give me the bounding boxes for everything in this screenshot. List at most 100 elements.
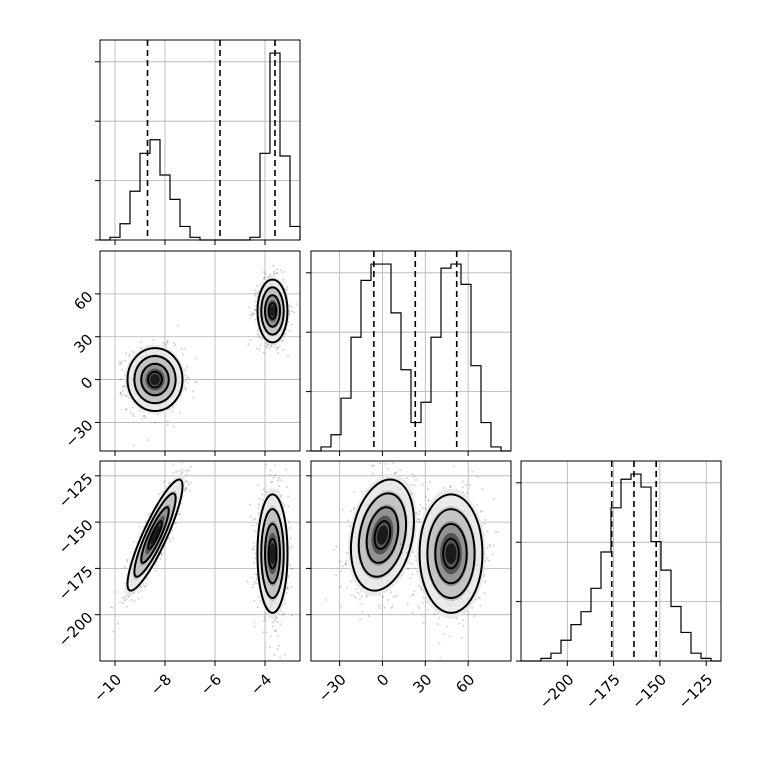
contour-cluster-1-1 — [264, 522, 281, 585]
sample-point — [262, 488, 265, 491]
sample-point — [172, 341, 175, 344]
sample-point — [288, 563, 291, 566]
sample-point — [285, 485, 288, 488]
sample-point — [353, 507, 356, 510]
sample-point — [291, 545, 294, 548]
sample-point — [335, 545, 338, 548]
sample-point — [204, 417, 206, 419]
sample-point — [140, 585, 143, 588]
sample-point — [382, 596, 385, 599]
scatter-panel-2-1 — [306, 453, 512, 666]
sample-point — [118, 363, 121, 366]
sample-point — [275, 348, 278, 351]
sample-point — [185, 479, 188, 482]
sample-point — [415, 478, 418, 481]
contour-cluster-0-3 — [350, 478, 415, 592]
sample-point — [461, 480, 464, 483]
sample-point — [417, 513, 420, 516]
sample-point — [421, 483, 424, 486]
sample-point — [262, 277, 265, 280]
sample-point — [125, 408, 128, 411]
sample-point — [124, 566, 127, 569]
sample-point — [248, 306, 251, 309]
sample-point — [268, 646, 271, 649]
contour-cluster-0-1 — [140, 506, 170, 564]
hist-panel-0 — [95, 39, 301, 245]
sample-point — [361, 611, 364, 614]
sample-point — [137, 597, 140, 600]
sample-point — [138, 409, 141, 412]
sample-point — [184, 486, 187, 489]
sample-point — [270, 345, 273, 348]
sample-point — [247, 343, 250, 346]
sample-point — [263, 276, 266, 279]
sample-point — [295, 303, 298, 306]
sample-point — [273, 654, 276, 657]
sample-point — [250, 576, 253, 579]
sample-point — [171, 529, 174, 532]
sample-point — [268, 346, 271, 349]
density-cluster-1-4 — [269, 543, 276, 564]
sample-point — [252, 518, 255, 521]
sample-point — [265, 346, 268, 349]
sample-point — [185, 473, 188, 476]
sample-point — [171, 537, 174, 540]
sample-point — [271, 621, 274, 624]
sample-point — [286, 288, 289, 291]
sample-point — [261, 631, 264, 634]
sample-point — [270, 481, 273, 484]
sample-point — [361, 490, 364, 493]
sample-point — [427, 498, 430, 501]
sample-point — [143, 414, 146, 417]
sample-point — [279, 494, 282, 497]
sample-point — [408, 561, 411, 564]
contour-cluster-1-3 — [256, 278, 289, 344]
sample-point — [142, 415, 145, 418]
sample-point — [139, 340, 142, 343]
sample-point — [341, 565, 344, 568]
sample-point — [184, 368, 187, 371]
sample-point — [154, 421, 157, 424]
sample-point — [121, 389, 124, 392]
sample-point — [283, 281, 286, 284]
sample-point — [109, 606, 112, 609]
sample-point — [287, 355, 290, 358]
sample-point — [284, 602, 287, 605]
sample-point — [399, 469, 402, 472]
sample-point — [392, 595, 395, 598]
sample-point — [412, 483, 415, 486]
sample-point — [346, 586, 349, 589]
sample-point — [258, 503, 261, 506]
sample-point — [112, 630, 115, 633]
sample-point — [406, 602, 409, 605]
sample-point — [119, 391, 122, 394]
sample-point — [182, 353, 185, 356]
sample-point — [254, 517, 257, 520]
sample-point — [158, 493, 161, 496]
sample-point — [193, 449, 195, 451]
sample-point — [251, 313, 254, 316]
sample-point — [274, 629, 277, 632]
sample-point — [415, 520, 418, 523]
sample-point — [379, 453, 381, 455]
sample-point — [147, 513, 150, 516]
contour-cluster-1-0 — [267, 302, 278, 320]
sample-point — [282, 339, 285, 342]
sample-point — [378, 607, 381, 610]
sample-point — [256, 483, 259, 486]
sample-point — [126, 560, 129, 563]
contour-cluster-1-3 — [256, 493, 289, 614]
sample-point — [365, 595, 368, 598]
contour-cluster-1-1 — [264, 294, 281, 328]
sample-point — [119, 392, 122, 395]
sample-point — [283, 653, 286, 656]
sample-point — [125, 605, 128, 608]
sample-point — [111, 606, 114, 609]
contour-cluster-0-2 — [357, 492, 407, 578]
sample-point — [249, 338, 252, 341]
sample-point — [254, 530, 257, 533]
sample-point — [484, 518, 487, 521]
sample-point — [285, 591, 288, 594]
sample-point — [264, 618, 267, 621]
